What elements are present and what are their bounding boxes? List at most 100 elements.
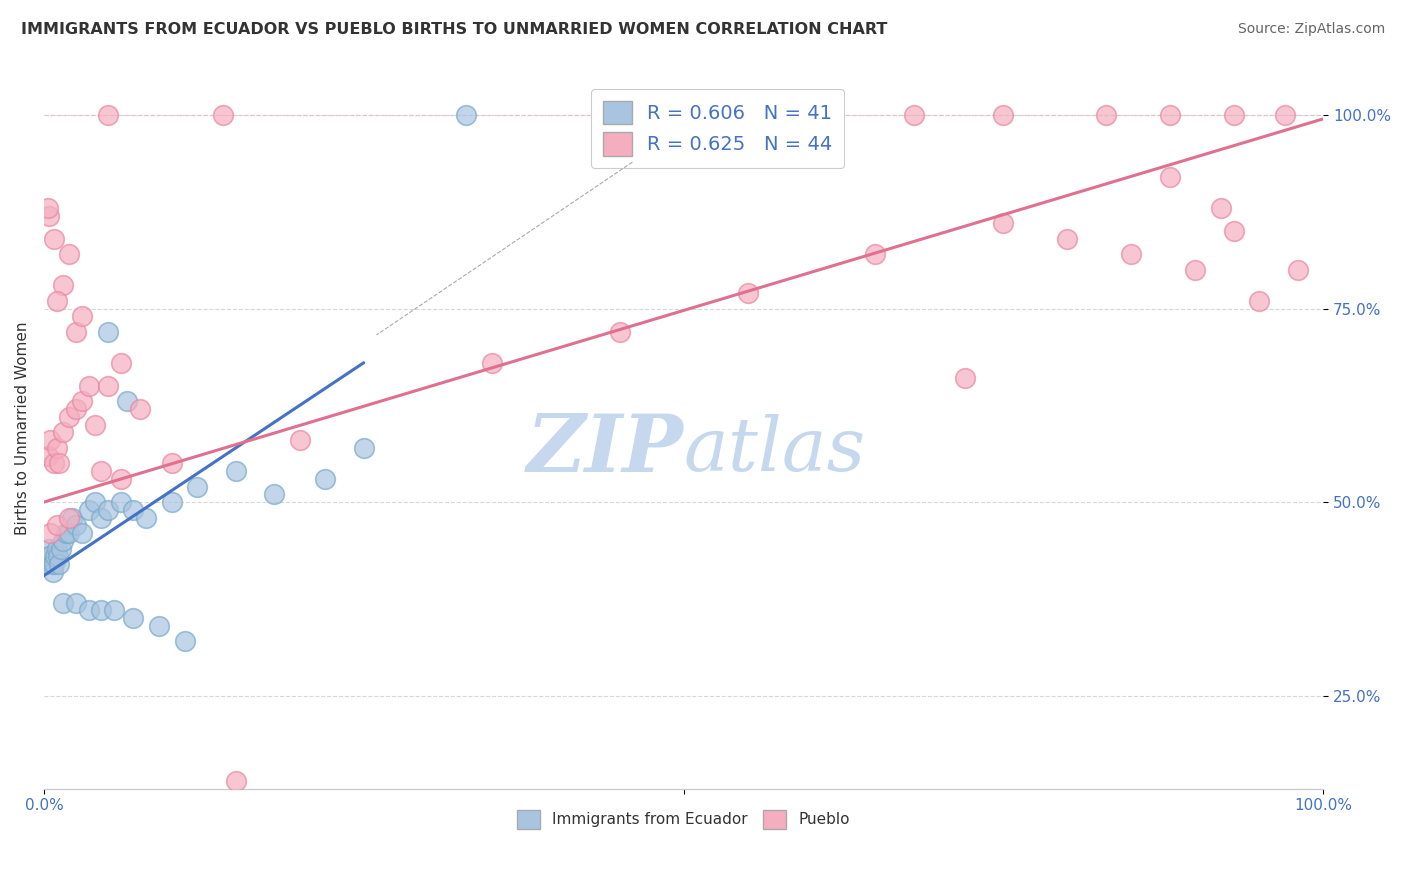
Point <box>42 557 65 571</box>
Point <box>72 526 94 541</box>
Point <box>37 449 59 463</box>
Point <box>1184 262 1206 277</box>
Point <box>1159 108 1181 122</box>
Point <box>800 108 823 122</box>
Point <box>84 495 107 509</box>
Point <box>454 108 477 122</box>
Point <box>1056 232 1078 246</box>
Point <box>1121 247 1143 261</box>
Point <box>953 371 976 385</box>
Point <box>39 879 56 889</box>
Point <box>52 533 75 548</box>
Point <box>52 425 75 440</box>
Point <box>90 510 112 524</box>
Point <box>609 325 631 339</box>
Point <box>90 464 112 478</box>
Point <box>135 510 157 524</box>
Point <box>39 549 62 564</box>
Point <box>160 495 183 509</box>
Point <box>65 596 87 610</box>
Point <box>38 541 60 556</box>
Point <box>903 108 925 122</box>
Point <box>97 503 120 517</box>
Point <box>865 247 887 261</box>
Point <box>160 456 183 470</box>
Point <box>35 557 58 571</box>
Point <box>77 503 100 517</box>
Text: atlas: atlas <box>683 414 866 486</box>
Point <box>58 510 80 524</box>
Point <box>97 325 120 339</box>
Point <box>65 518 87 533</box>
Point <box>481 356 503 370</box>
Point <box>52 278 75 293</box>
Point <box>37 201 59 215</box>
Point <box>45 293 67 308</box>
Point <box>993 216 1015 230</box>
Point <box>42 565 65 579</box>
Point <box>58 526 80 541</box>
Point <box>39 433 62 447</box>
Point <box>44 549 66 564</box>
Point <box>45 541 67 556</box>
Point <box>1094 108 1116 122</box>
Point <box>65 402 87 417</box>
Point <box>48 557 70 571</box>
Point <box>737 286 759 301</box>
Point <box>103 603 125 617</box>
Point <box>39 526 62 541</box>
Text: ZIP: ZIP <box>527 411 683 489</box>
Point <box>288 433 311 447</box>
Point <box>1222 224 1244 238</box>
Point <box>48 456 70 470</box>
Line: 2 pts: 2 pts <box>377 162 633 334</box>
Point <box>97 379 120 393</box>
Point <box>1286 262 1309 277</box>
Point <box>65 325 87 339</box>
Point <box>49 541 72 556</box>
Point <box>353 441 375 455</box>
Point <box>1209 201 1232 215</box>
Point <box>122 611 145 625</box>
Point <box>263 487 285 501</box>
Point <box>122 503 145 517</box>
Point <box>110 356 132 370</box>
Point <box>173 634 195 648</box>
Point <box>97 108 120 122</box>
Point <box>42 456 65 470</box>
Point <box>993 108 1015 122</box>
Point <box>58 247 80 261</box>
Point <box>77 379 100 393</box>
Point <box>72 310 94 324</box>
Point <box>186 480 208 494</box>
Point <box>77 603 100 617</box>
Text: IMMIGRANTS FROM ECUADOR VS PUEBLO BIRTHS TO UNMARRIED WOMEN CORRELATION CHART: IMMIGRANTS FROM ECUADOR VS PUEBLO BIRTHS… <box>21 22 887 37</box>
Point <box>41 877 58 888</box>
Point <box>90 603 112 617</box>
Point <box>55 526 77 541</box>
Text: Source: ZipAtlas.com: Source: ZipAtlas.com <box>1237 22 1385 37</box>
Point <box>1222 108 1244 122</box>
Point <box>110 495 132 509</box>
Point <box>60 510 83 524</box>
Point <box>212 108 235 122</box>
Point <box>128 402 150 417</box>
Point <box>45 518 67 533</box>
Point <box>1249 293 1271 308</box>
Point <box>148 619 170 633</box>
Point <box>58 409 80 424</box>
Point <box>110 472 132 486</box>
Point <box>115 394 138 409</box>
Point <box>1159 169 1181 184</box>
Point <box>45 441 67 455</box>
Point <box>37 549 59 564</box>
Point <box>314 472 336 486</box>
Point <box>41 557 63 571</box>
Legend: Immigrants from Ecuador, Pueblo: Immigrants from Ecuador, Pueblo <box>512 804 856 835</box>
Point <box>1274 108 1296 122</box>
Point <box>52 596 75 610</box>
Point <box>72 394 94 409</box>
Point <box>46 549 69 564</box>
Point <box>38 209 60 223</box>
Point <box>42 232 65 246</box>
